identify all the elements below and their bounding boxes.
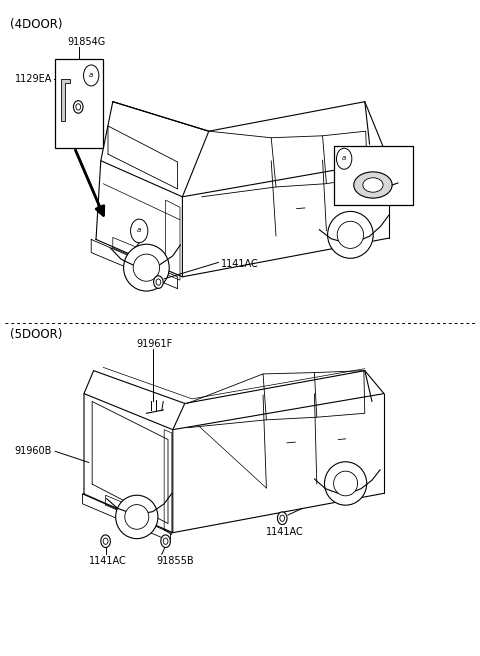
Text: 91854G: 91854G [67, 37, 106, 47]
Circle shape [336, 148, 352, 169]
Ellipse shape [156, 279, 161, 285]
Ellipse shape [363, 178, 383, 192]
Bar [55, 59, 103, 148]
Ellipse shape [125, 504, 149, 529]
Ellipse shape [337, 221, 364, 249]
Ellipse shape [101, 535, 110, 548]
Text: 1141AC: 1141AC [266, 527, 304, 537]
Ellipse shape [124, 244, 169, 291]
Circle shape [84, 65, 99, 86]
Ellipse shape [154, 276, 163, 289]
Ellipse shape [324, 462, 367, 505]
Text: 91768A: 91768A [355, 152, 393, 163]
Text: a: a [89, 72, 93, 78]
Ellipse shape [334, 471, 358, 496]
Ellipse shape [277, 512, 287, 525]
Text: 1141AC: 1141AC [221, 258, 259, 269]
Ellipse shape [327, 211, 373, 258]
Circle shape [131, 219, 148, 243]
Ellipse shape [133, 254, 159, 281]
Ellipse shape [73, 100, 83, 113]
Ellipse shape [103, 538, 108, 544]
Ellipse shape [116, 495, 158, 539]
Text: (4DOOR): (4DOOR) [10, 18, 62, 31]
Text: 91855B: 91855B [156, 556, 193, 565]
Text: (5DOOR): (5DOOR) [10, 328, 62, 341]
Ellipse shape [354, 172, 392, 198]
Text: 91961F: 91961F [137, 339, 173, 349]
Text: a: a [137, 227, 141, 234]
Ellipse shape [161, 535, 170, 548]
Bar [334, 146, 413, 205]
Text: 1129EA: 1129EA [15, 73, 53, 84]
Ellipse shape [76, 104, 81, 110]
Text: 91960B: 91960B [14, 446, 52, 457]
Text: a: a [342, 155, 346, 161]
Text: 1141AC: 1141AC [89, 556, 127, 565]
Ellipse shape [280, 515, 285, 522]
Ellipse shape [163, 538, 168, 544]
Polygon shape [61, 79, 70, 121]
